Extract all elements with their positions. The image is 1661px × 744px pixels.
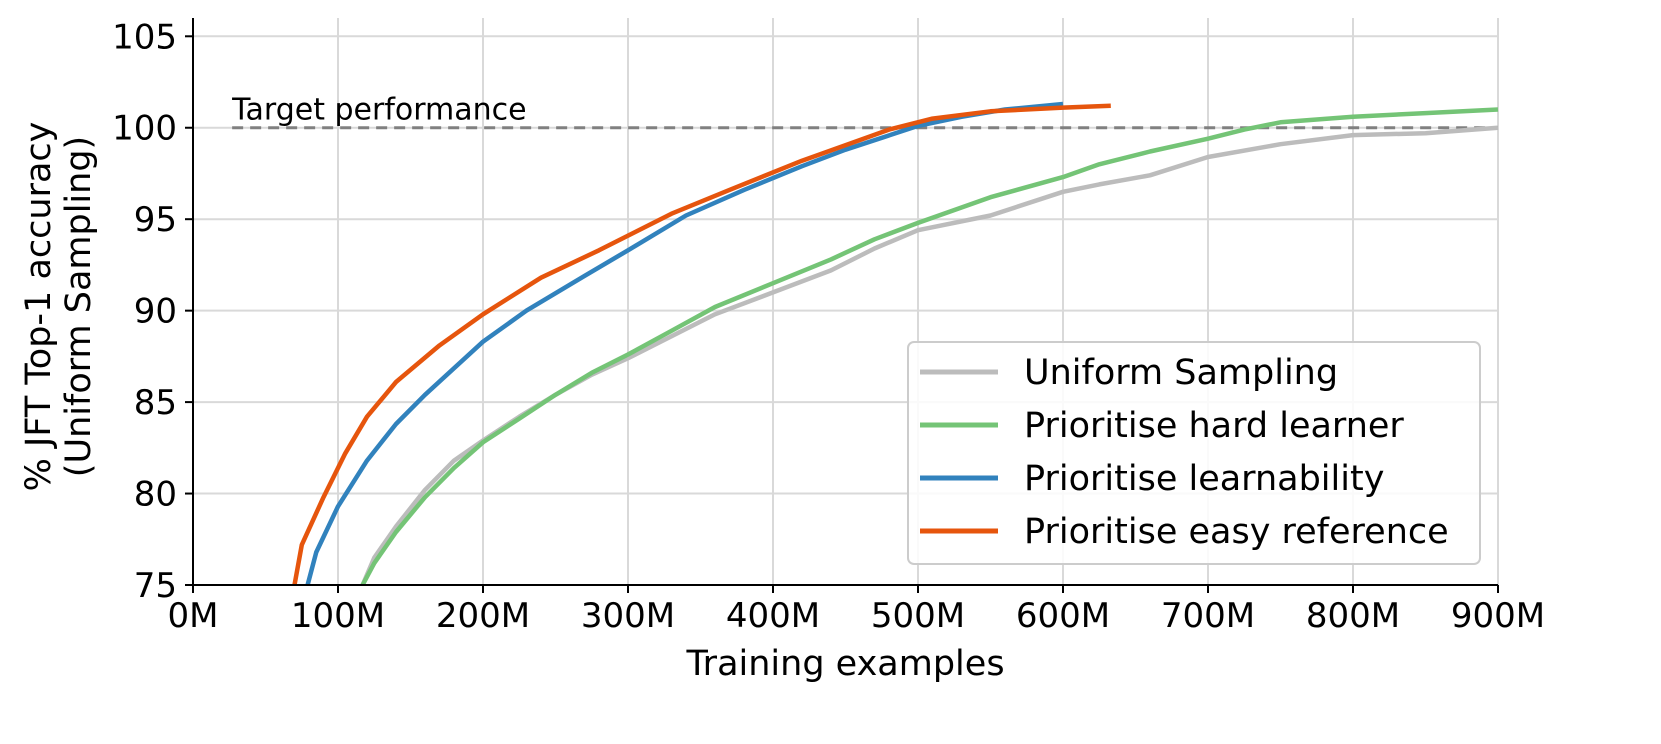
x-tick-label: 400M <box>726 596 820 636</box>
x-tick-label: 500M <box>871 596 965 636</box>
y-tick-label: 100 <box>112 109 177 149</box>
y-tick-label: 90 <box>134 292 177 332</box>
target-label: Target performance <box>231 93 526 128</box>
series-line-prioritise-hard-learner <box>360 107 1499 587</box>
y-axis-title-line2: (Uniform Sampling) <box>59 136 99 477</box>
legend-label: Uniform Sampling <box>1024 353 1338 393</box>
x-tick-label: 300M <box>581 596 675 636</box>
y-tick-label: 85 <box>134 383 177 423</box>
x-axis-title: Training examples <box>685 644 1004 684</box>
legend-box <box>907 341 1481 565</box>
series-line-uniform-sampling <box>360 125 1499 586</box>
legend-label: Prioritise easy reference <box>1024 512 1449 552</box>
series-line-prioritise-learnability <box>305 101 1064 586</box>
legend-label: Prioritise learnability <box>1024 459 1384 499</box>
x-tick-label: 100M <box>291 596 385 636</box>
y-tick-label: 75 <box>134 566 177 606</box>
legend-label: Prioritise hard learner <box>1024 406 1404 446</box>
axes: 0M 100M 200M 300M 400M 500M 600M 700M 800M 900M 75… <box>112 17 1545 636</box>
x-tick-label: 600M <box>1016 596 1110 636</box>
y-axis-title-line1: % JFT Top-1 accuracy <box>19 122 59 492</box>
series-line-prioritise-easy-reference <box>292 103 1111 586</box>
x-tick-label: 700M <box>1161 596 1255 636</box>
y-tick-label: 80 <box>134 475 177 515</box>
legend: Uniform Sampling Prioritise hard learner P… <box>907 341 1481 565</box>
y-tick-label: 105 <box>112 17 177 57</box>
y-tick-label: 95 <box>134 200 177 240</box>
series-lines <box>292 101 1499 587</box>
x-tick-label: 900M <box>1451 596 1545 636</box>
target-annotation: Target performance <box>231 93 1498 130</box>
x-tick-label: 0M <box>168 596 219 636</box>
x-tick-label: 200M <box>436 596 530 636</box>
x-tick-label: 800M <box>1306 596 1400 636</box>
